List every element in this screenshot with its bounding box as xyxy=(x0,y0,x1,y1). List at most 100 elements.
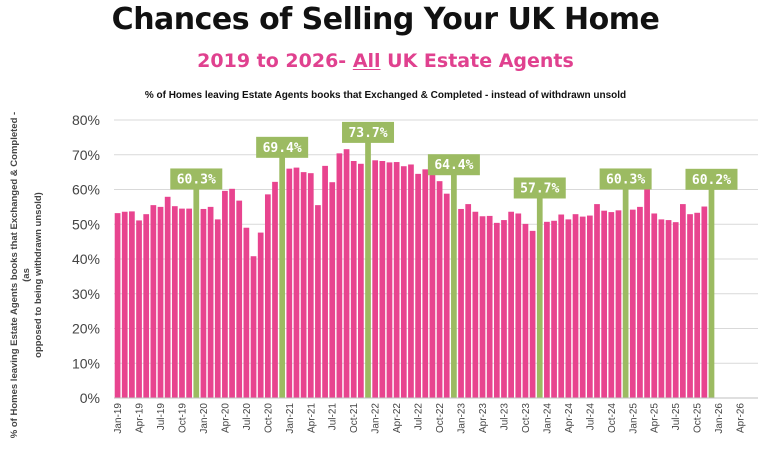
bar xyxy=(264,194,271,398)
highlight-bar xyxy=(708,188,715,398)
bar xyxy=(472,211,479,398)
bar xyxy=(236,200,243,398)
bar xyxy=(493,222,500,398)
bar xyxy=(501,220,507,398)
bar xyxy=(207,206,214,398)
bar xyxy=(429,166,436,398)
bar xyxy=(694,212,701,398)
bar xyxy=(608,212,615,398)
x-tick-label: Oct-23 xyxy=(521,403,532,433)
x-tick-label: Jan-21 xyxy=(285,403,296,434)
subtitle-prefix: 2019 to 2026- xyxy=(197,50,353,72)
x-tick-label: Apr-23 xyxy=(478,403,489,433)
bar xyxy=(422,169,429,398)
x-tick-label: Jul-23 xyxy=(499,403,510,431)
bar xyxy=(171,206,178,398)
x-tick-label: Jan-23 xyxy=(457,403,468,434)
bar xyxy=(350,161,357,398)
bar xyxy=(544,221,550,398)
bar xyxy=(558,214,565,398)
annotations: 60.3% 69.4% 73.7% 64.4% 57.7% 60.3% 60.2% xyxy=(170,121,738,199)
bar xyxy=(286,168,293,398)
x-tick-label: Jan-25 xyxy=(628,403,639,434)
bar xyxy=(486,215,493,398)
bar xyxy=(644,185,650,398)
bar xyxy=(458,208,464,398)
annotation-label: 60.3% xyxy=(177,172,216,187)
bar xyxy=(680,204,686,398)
grid-lines xyxy=(114,119,758,364)
highlight-bar xyxy=(622,188,629,398)
x-tick-label: Oct-21 xyxy=(349,403,360,433)
highlight-bar xyxy=(365,141,371,398)
bar xyxy=(272,181,278,398)
bar xyxy=(200,208,207,398)
bar xyxy=(393,162,400,398)
bar xyxy=(322,165,328,398)
x-tick-label: Apr-26 xyxy=(736,403,747,433)
bar xyxy=(157,206,164,398)
annotation-box xyxy=(170,168,223,190)
annotation-label: 64.4% xyxy=(434,158,473,173)
x-tick-label: Jul-19 xyxy=(156,403,167,431)
bar xyxy=(386,162,393,398)
x-tick-label: Jul-25 xyxy=(671,403,682,431)
y-axis-ticks: 0% 10% 20% 30% 40% 50% 60% 70% 80% xyxy=(72,112,100,406)
y-tick-label: 50% xyxy=(72,216,100,232)
x-tick-label: Jan-24 xyxy=(542,403,553,434)
annotation-label: 69.4% xyxy=(263,141,302,156)
bar xyxy=(687,214,693,398)
highlight-bar xyxy=(451,174,457,398)
annotation-label: 60.2% xyxy=(692,173,731,188)
bar xyxy=(479,216,486,398)
bar xyxy=(214,219,221,398)
x-tick-label: Apr-21 xyxy=(306,403,317,433)
bar xyxy=(415,173,421,398)
bar xyxy=(565,219,572,398)
bar xyxy=(150,205,157,398)
bar xyxy=(586,215,593,398)
bar xyxy=(300,172,307,398)
bar xyxy=(129,211,135,398)
bar xyxy=(222,190,228,398)
x-tick-label: Jul-20 xyxy=(242,403,253,431)
x-tick-label: Apr-20 xyxy=(220,403,231,433)
subtitle-underlined: All xyxy=(352,50,381,72)
bar xyxy=(329,182,336,398)
bar xyxy=(400,166,407,398)
bar xyxy=(436,181,443,398)
bar xyxy=(408,164,414,398)
bar xyxy=(315,205,321,398)
bar xyxy=(579,216,586,398)
bar xyxy=(629,209,636,398)
page-title: Chances of Selling Your UK Home xyxy=(111,2,660,37)
y-tick-label: 40% xyxy=(72,251,100,267)
bars xyxy=(114,141,715,398)
bar xyxy=(515,213,522,398)
annotation-box xyxy=(342,121,395,143)
highlight-bar xyxy=(279,156,286,398)
bar xyxy=(229,188,235,398)
bar xyxy=(250,256,257,398)
x-tick-label: Jul-24 xyxy=(585,403,596,431)
bar xyxy=(522,223,529,398)
bar xyxy=(637,206,643,398)
bar xyxy=(379,161,386,398)
bar xyxy=(508,211,514,398)
bar xyxy=(114,213,121,398)
x-tick-label: Oct-22 xyxy=(435,403,446,433)
bar xyxy=(443,193,450,398)
bar xyxy=(243,227,250,398)
x-tick-label: Apr-19 xyxy=(135,403,146,433)
bar xyxy=(601,210,608,398)
highlight-bar xyxy=(536,197,543,398)
subtitle-suffix: UK Estate Agents xyxy=(380,50,574,72)
bar xyxy=(164,196,171,398)
y-tick-label: 80% xyxy=(72,112,100,128)
x-tick-label: Jan-26 xyxy=(714,403,725,434)
x-tick-label: Jan-19 xyxy=(113,403,124,434)
bar xyxy=(336,153,343,398)
bar xyxy=(293,167,300,398)
page-subtitle: 2019 to 2026- All UK Estate Agents xyxy=(0,50,771,72)
